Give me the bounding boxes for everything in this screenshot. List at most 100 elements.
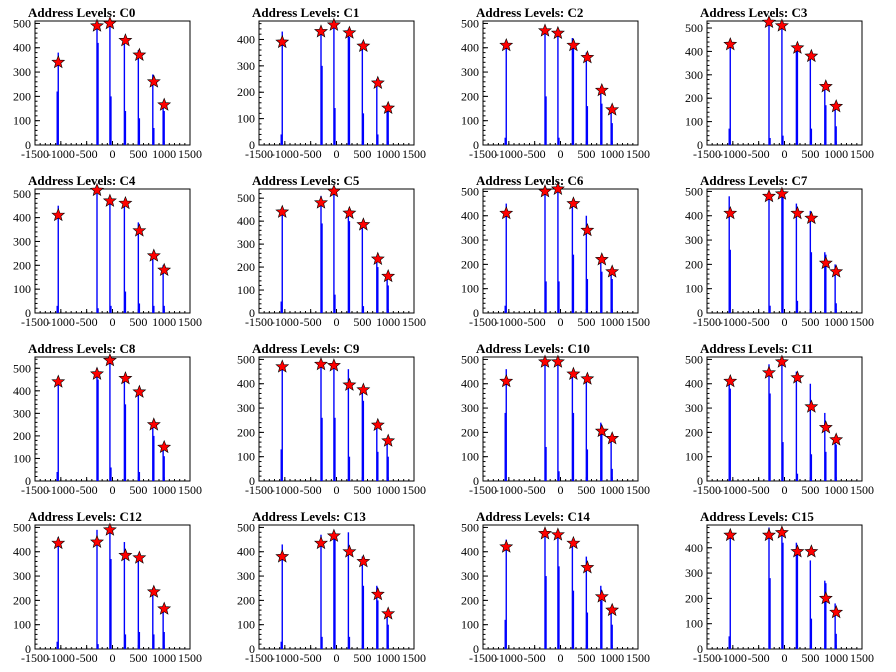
chart-panel: Address Levels: C11 -1500-1000 -500 0 500 100… xyxy=(685,341,874,497)
x-tick-label: 1500 xyxy=(402,147,426,161)
x-tick-label: 0 xyxy=(334,483,340,497)
peak-marker-star xyxy=(818,420,833,434)
x-tick-label: -1500 xyxy=(469,315,497,329)
peak-marker-star xyxy=(818,591,833,605)
y-tick-label: 500 xyxy=(461,352,479,366)
y-tick-label: 0 xyxy=(473,138,479,152)
y-tick-label: 300 xyxy=(13,569,31,583)
x-tick-label: -1500 xyxy=(693,315,721,329)
x-tick-label: 500 xyxy=(801,315,819,329)
y-tick-label: 0 xyxy=(25,306,31,320)
y-tick-label: 100 xyxy=(461,282,479,296)
chart-panel: Address Levels: C1-1500-1000 -500 0 500 1000… xyxy=(237,5,426,161)
x-tick-label: -1500 xyxy=(245,315,273,329)
x-tick-label: 500 xyxy=(129,315,147,329)
peak-marker-star xyxy=(90,366,104,380)
chart-title: Address Levels: C5 xyxy=(252,173,360,188)
y-tick-label: 500 xyxy=(13,361,31,375)
chart-title: Address Levels: C14 xyxy=(476,509,590,524)
y-tick-label: 0 xyxy=(249,642,255,656)
peak-marker-star xyxy=(381,268,396,283)
x-tick-label: -500 xyxy=(748,483,770,497)
chart-panel: Address Levels: C4-1500-1000 -500 0 500 1000… xyxy=(13,173,202,329)
x-tick-label: 1500 xyxy=(178,651,202,665)
y-tick-label: 200 xyxy=(13,89,31,103)
y-tick-label: 200 xyxy=(237,85,255,99)
peak-marker-star xyxy=(275,34,290,49)
chart-panel: Address Levels: C12 -1500-1000 -500 0 500 100… xyxy=(13,509,202,665)
x-tick-label: 0 xyxy=(782,147,788,161)
y-tick-label: 300 xyxy=(461,65,479,79)
chart-title: Address Levels: C7 xyxy=(700,173,808,188)
peak-marker-star xyxy=(580,222,595,237)
peak-marker-star xyxy=(550,354,565,368)
peak-marker-star xyxy=(356,38,371,52)
y-tick-label: 400 xyxy=(685,541,703,555)
y-tick-label: 400 xyxy=(13,384,31,398)
peak-marker-star xyxy=(762,527,776,542)
x-tick-label: -500 xyxy=(300,315,322,329)
peak-marker-star xyxy=(566,196,581,210)
peak-marker-star xyxy=(342,377,357,391)
peak-marker-star xyxy=(132,223,147,237)
y-tick-label: 300 xyxy=(237,569,255,583)
x-tick-label: 1500 xyxy=(626,651,650,665)
x-tick-label: 500 xyxy=(577,315,595,329)
x-tick-label: -1000 xyxy=(271,315,299,329)
peak-marker-star xyxy=(829,264,844,278)
x-tick-label: 1000 xyxy=(600,147,624,161)
peak-marker-star xyxy=(146,74,161,88)
x-tick-label: -1500 xyxy=(245,147,273,161)
x-tick-label: 500 xyxy=(353,315,371,329)
x-tick-label: -1500 xyxy=(21,315,49,329)
y-tick-label: 400 xyxy=(685,44,703,58)
x-tick-label: 0 xyxy=(110,315,116,329)
peak-marker-star xyxy=(51,54,66,69)
x-tick-label: -500 xyxy=(76,483,98,497)
y-tick-label: 0 xyxy=(25,138,31,152)
x-tick-label: 0 xyxy=(558,315,564,329)
chart-panel: Address Levels: C8-1500-1000 -500 0 500 1000… xyxy=(13,341,202,497)
x-tick-label: -1000 xyxy=(47,483,75,497)
y-tick-label: 300 xyxy=(237,237,255,251)
y-tick-label: 400 xyxy=(685,377,703,391)
x-tick-label: 1000 xyxy=(376,147,400,161)
y-tick-label: 400 xyxy=(237,377,255,391)
x-tick-label: 1500 xyxy=(402,483,426,497)
chart-panel: Address Levels: C14 -1500-1000 -500 0 500 100… xyxy=(461,509,650,665)
peak-marker-star xyxy=(550,527,565,541)
x-tick-label: -1500 xyxy=(245,483,273,497)
peak-marker-star xyxy=(102,16,117,30)
y-tick-label: 100 xyxy=(13,114,31,128)
x-tick-label: 500 xyxy=(129,147,147,161)
x-tick-label: -1000 xyxy=(271,147,299,161)
peak-marker-star xyxy=(790,544,805,558)
peak-marker-star xyxy=(381,433,396,447)
y-tick-label: 300 xyxy=(685,68,703,82)
x-tick-label: 1000 xyxy=(152,483,176,497)
y-tick-label: 100 xyxy=(685,115,703,129)
y-tick-label: 500 xyxy=(237,191,255,205)
chart-panel: Address Levels: C5-1500-1000 -500 0 500 1000… xyxy=(237,173,426,329)
x-tick-label: 1000 xyxy=(376,315,400,329)
y-tick-label: 0 xyxy=(697,474,703,488)
peak-marker-star xyxy=(146,248,161,262)
y-tick-label: 100 xyxy=(237,112,255,126)
peak-marker-star xyxy=(566,37,581,52)
peak-marker-star xyxy=(370,251,385,265)
y-tick-label: 200 xyxy=(461,257,479,271)
x-tick-label: -500 xyxy=(300,483,322,497)
y-tick-label: 200 xyxy=(461,425,479,439)
y-tick-label: 200 xyxy=(685,425,703,439)
peak-marker-star xyxy=(356,217,371,231)
y-tick-label: 200 xyxy=(13,258,31,272)
peak-marker-star xyxy=(580,560,595,574)
chart-panel: Address Levels: C0-1500-1000 -500 0 500 1000… xyxy=(13,5,202,161)
y-tick-label: 0 xyxy=(473,642,479,656)
x-tick-label: 1500 xyxy=(178,147,202,161)
x-tick-label: 1000 xyxy=(600,483,624,497)
peak-marker-star xyxy=(499,37,514,52)
peak-marker-star xyxy=(762,365,776,379)
x-tick-label: 0 xyxy=(110,147,116,161)
y-tick-label: 500 xyxy=(13,16,31,30)
